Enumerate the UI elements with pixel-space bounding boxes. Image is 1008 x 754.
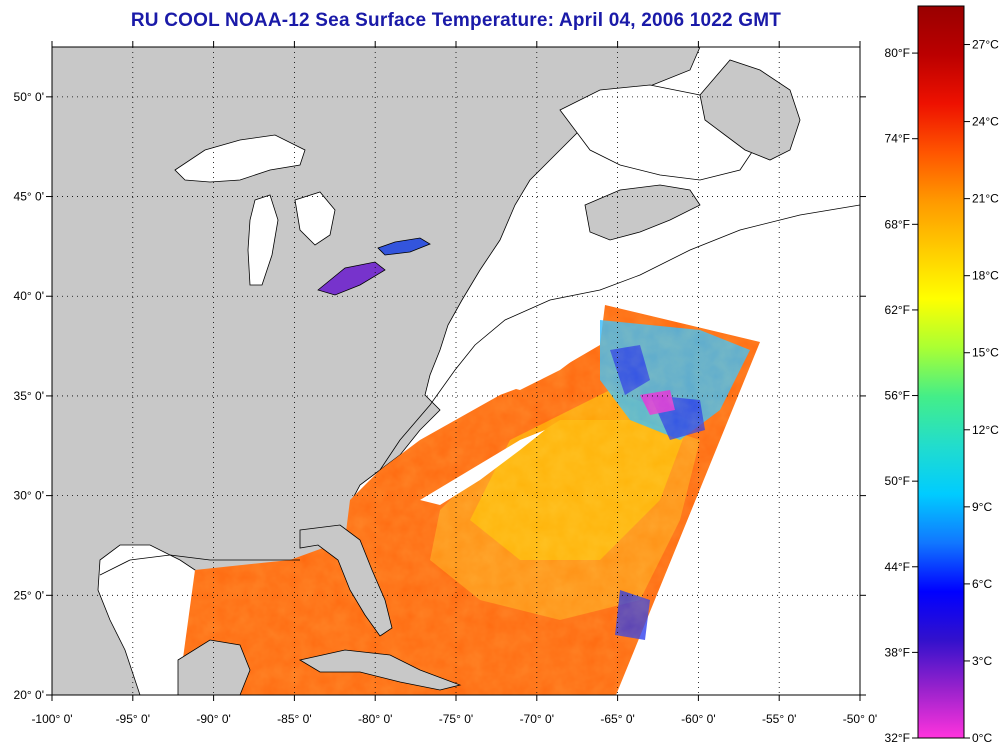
lake-ontario	[377, 237, 431, 256]
colorbar-c-label: 24°C	[972, 115, 999, 129]
colorbar-c-label: 0°C	[972, 731, 992, 745]
colorbar: 0°C 3°C 6°C 9°C 12°C 15°C 18°C 21°C 24°C 27°C 32°…	[885, 5, 999, 745]
lat-tick-label: 40° 0'	[14, 289, 44, 303]
colorbar-c-label: 21°C	[972, 192, 999, 206]
graticule	[52, 47, 860, 695]
lat-tick-label: 50° 0'	[14, 90, 44, 104]
colorbar-c-label: 6°C	[972, 577, 992, 591]
lon-tick-label: -60° 0'	[681, 712, 715, 726]
colorbar-c-label: 15°C	[972, 346, 999, 360]
colorbar-c-label: 12°C	[972, 423, 999, 437]
colorbar-f-label: 38°F	[885, 645, 910, 659]
colorbar-f-label: 50°F	[885, 474, 910, 488]
map-title: RU COOL NOAA-12 Sea Surface Temperature:…	[130, 10, 782, 31]
colorbar-f-label: 44°F	[885, 560, 910, 574]
colorbar-c-label: 27°C	[972, 38, 999, 52]
lake-superior	[174, 134, 306, 183]
lon-tick-label: -100° 0'	[31, 712, 72, 726]
lon-tick-label: -65° 0'	[600, 712, 634, 726]
lon-tick-label: -80° 0'	[358, 712, 392, 726]
colorbar-f-label: 32°F	[885, 731, 910, 745]
lat-tick-label: 30° 0'	[14, 489, 44, 503]
lon-tick-label: -70° 0'	[520, 712, 554, 726]
lon-tick-label: -85° 0'	[277, 712, 311, 726]
lake-erie	[317, 261, 386, 296]
lat-tick-label: 25° 0'	[14, 588, 44, 602]
colorbar-celsius-labels: 0°C 3°C 6°C 9°C 12°C 15°C 18°C 21°C 24°C 27°C	[964, 38, 999, 745]
florida-land	[299, 524, 393, 637]
lat-tick-label: 45° 0'	[14, 190, 44, 204]
lon-tick-label: -90° 0'	[196, 712, 230, 726]
lon-tick-label: -50° 0'	[843, 712, 877, 726]
colorbar-gradient	[917, 5, 965, 739]
isobath-600ft	[379, 204, 860, 471]
cloud-gap-north	[455, 300, 600, 390]
colorbar-c-label: 3°C	[972, 654, 992, 668]
colorbar-c-label: 9°C	[972, 500, 992, 514]
sst-swath-texture	[178, 305, 760, 695]
map-area	[52, 47, 860, 695]
colorbar-f-label: 80°F	[885, 46, 910, 60]
colorbar-c-label: 18°C	[972, 269, 999, 283]
lon-tick-label: -75° 0'	[439, 712, 473, 726]
colorbar-f-label: 68°F	[885, 217, 910, 231]
longitude-axis: -100° 0' -95° 0' -90° 0' -85° 0' -80° 0' -75°…	[31, 41, 877, 726]
colorbar-f-label: 62°F	[885, 303, 910, 317]
nova-scotia-land	[584, 184, 701, 241]
lat-tick-label: 20° 0'	[14, 688, 44, 702]
colorbar-fahrenheit-labels: 32°F 38°F 44°F 50°F 56°F 62°F 68°F 74°F 80°F	[885, 46, 918, 745]
lake-huron	[294, 191, 336, 246]
lon-tick-label: -55° 0'	[762, 712, 796, 726]
cuba-land	[298, 649, 462, 691]
lake-michigan	[247, 194, 279, 286]
latitude-axis: 20° 0' 25° 0' 30° 0' 35° 0' 40° 0' 45° 0' 50° …	[14, 90, 866, 702]
colorbar-f-label: 56°F	[885, 389, 910, 403]
colorbar-f-label: 74°F	[885, 132, 910, 146]
lat-tick-label: 35° 0'	[14, 389, 44, 403]
great-lakes	[174, 134, 431, 296]
isobath-gulf	[99, 554, 300, 576]
cloud-gap	[420, 430, 545, 505]
newfoundland-land	[699, 59, 801, 161]
lon-tick-label: -95° 0'	[116, 712, 150, 726]
